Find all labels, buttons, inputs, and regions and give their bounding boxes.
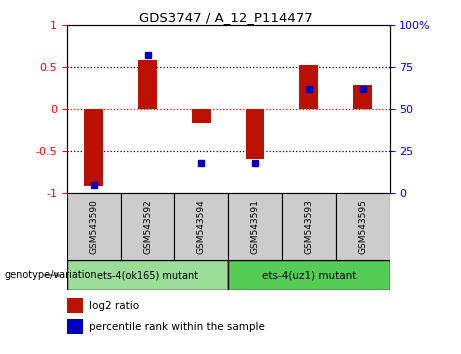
Bar — [300, 65, 318, 109]
Text: GSM543593: GSM543593 — [304, 199, 313, 254]
Bar — [336, 193, 390, 260]
Bar — [67, 193, 121, 260]
Bar — [353, 85, 372, 109]
Text: GSM543595: GSM543595 — [358, 199, 367, 254]
Bar — [174, 193, 228, 260]
Text: ets-4(ok165) mutant: ets-4(ok165) mutant — [97, 270, 198, 280]
Bar — [228, 260, 390, 290]
Bar — [84, 109, 103, 186]
Bar — [246, 109, 265, 159]
Text: GDS3747 / A_12_P114477: GDS3747 / A_12_P114477 — [139, 11, 313, 24]
Text: GSM543590: GSM543590 — [89, 199, 98, 254]
Text: GSM543591: GSM543591 — [251, 199, 260, 254]
Text: ets-4(uz1) mutant: ets-4(uz1) mutant — [262, 270, 356, 280]
Text: genotype/variation: genotype/variation — [5, 270, 97, 280]
Bar — [138, 60, 157, 109]
Bar — [192, 109, 211, 123]
Text: GSM543592: GSM543592 — [143, 199, 152, 254]
Text: GSM543594: GSM543594 — [197, 199, 206, 254]
Bar — [282, 193, 336, 260]
Bar — [228, 193, 282, 260]
Text: percentile rank within the sample: percentile rank within the sample — [89, 322, 266, 332]
Bar — [67, 319, 83, 334]
Bar — [67, 260, 228, 290]
Text: log2 ratio: log2 ratio — [89, 301, 140, 311]
Bar — [121, 193, 174, 260]
Bar — [67, 298, 83, 313]
